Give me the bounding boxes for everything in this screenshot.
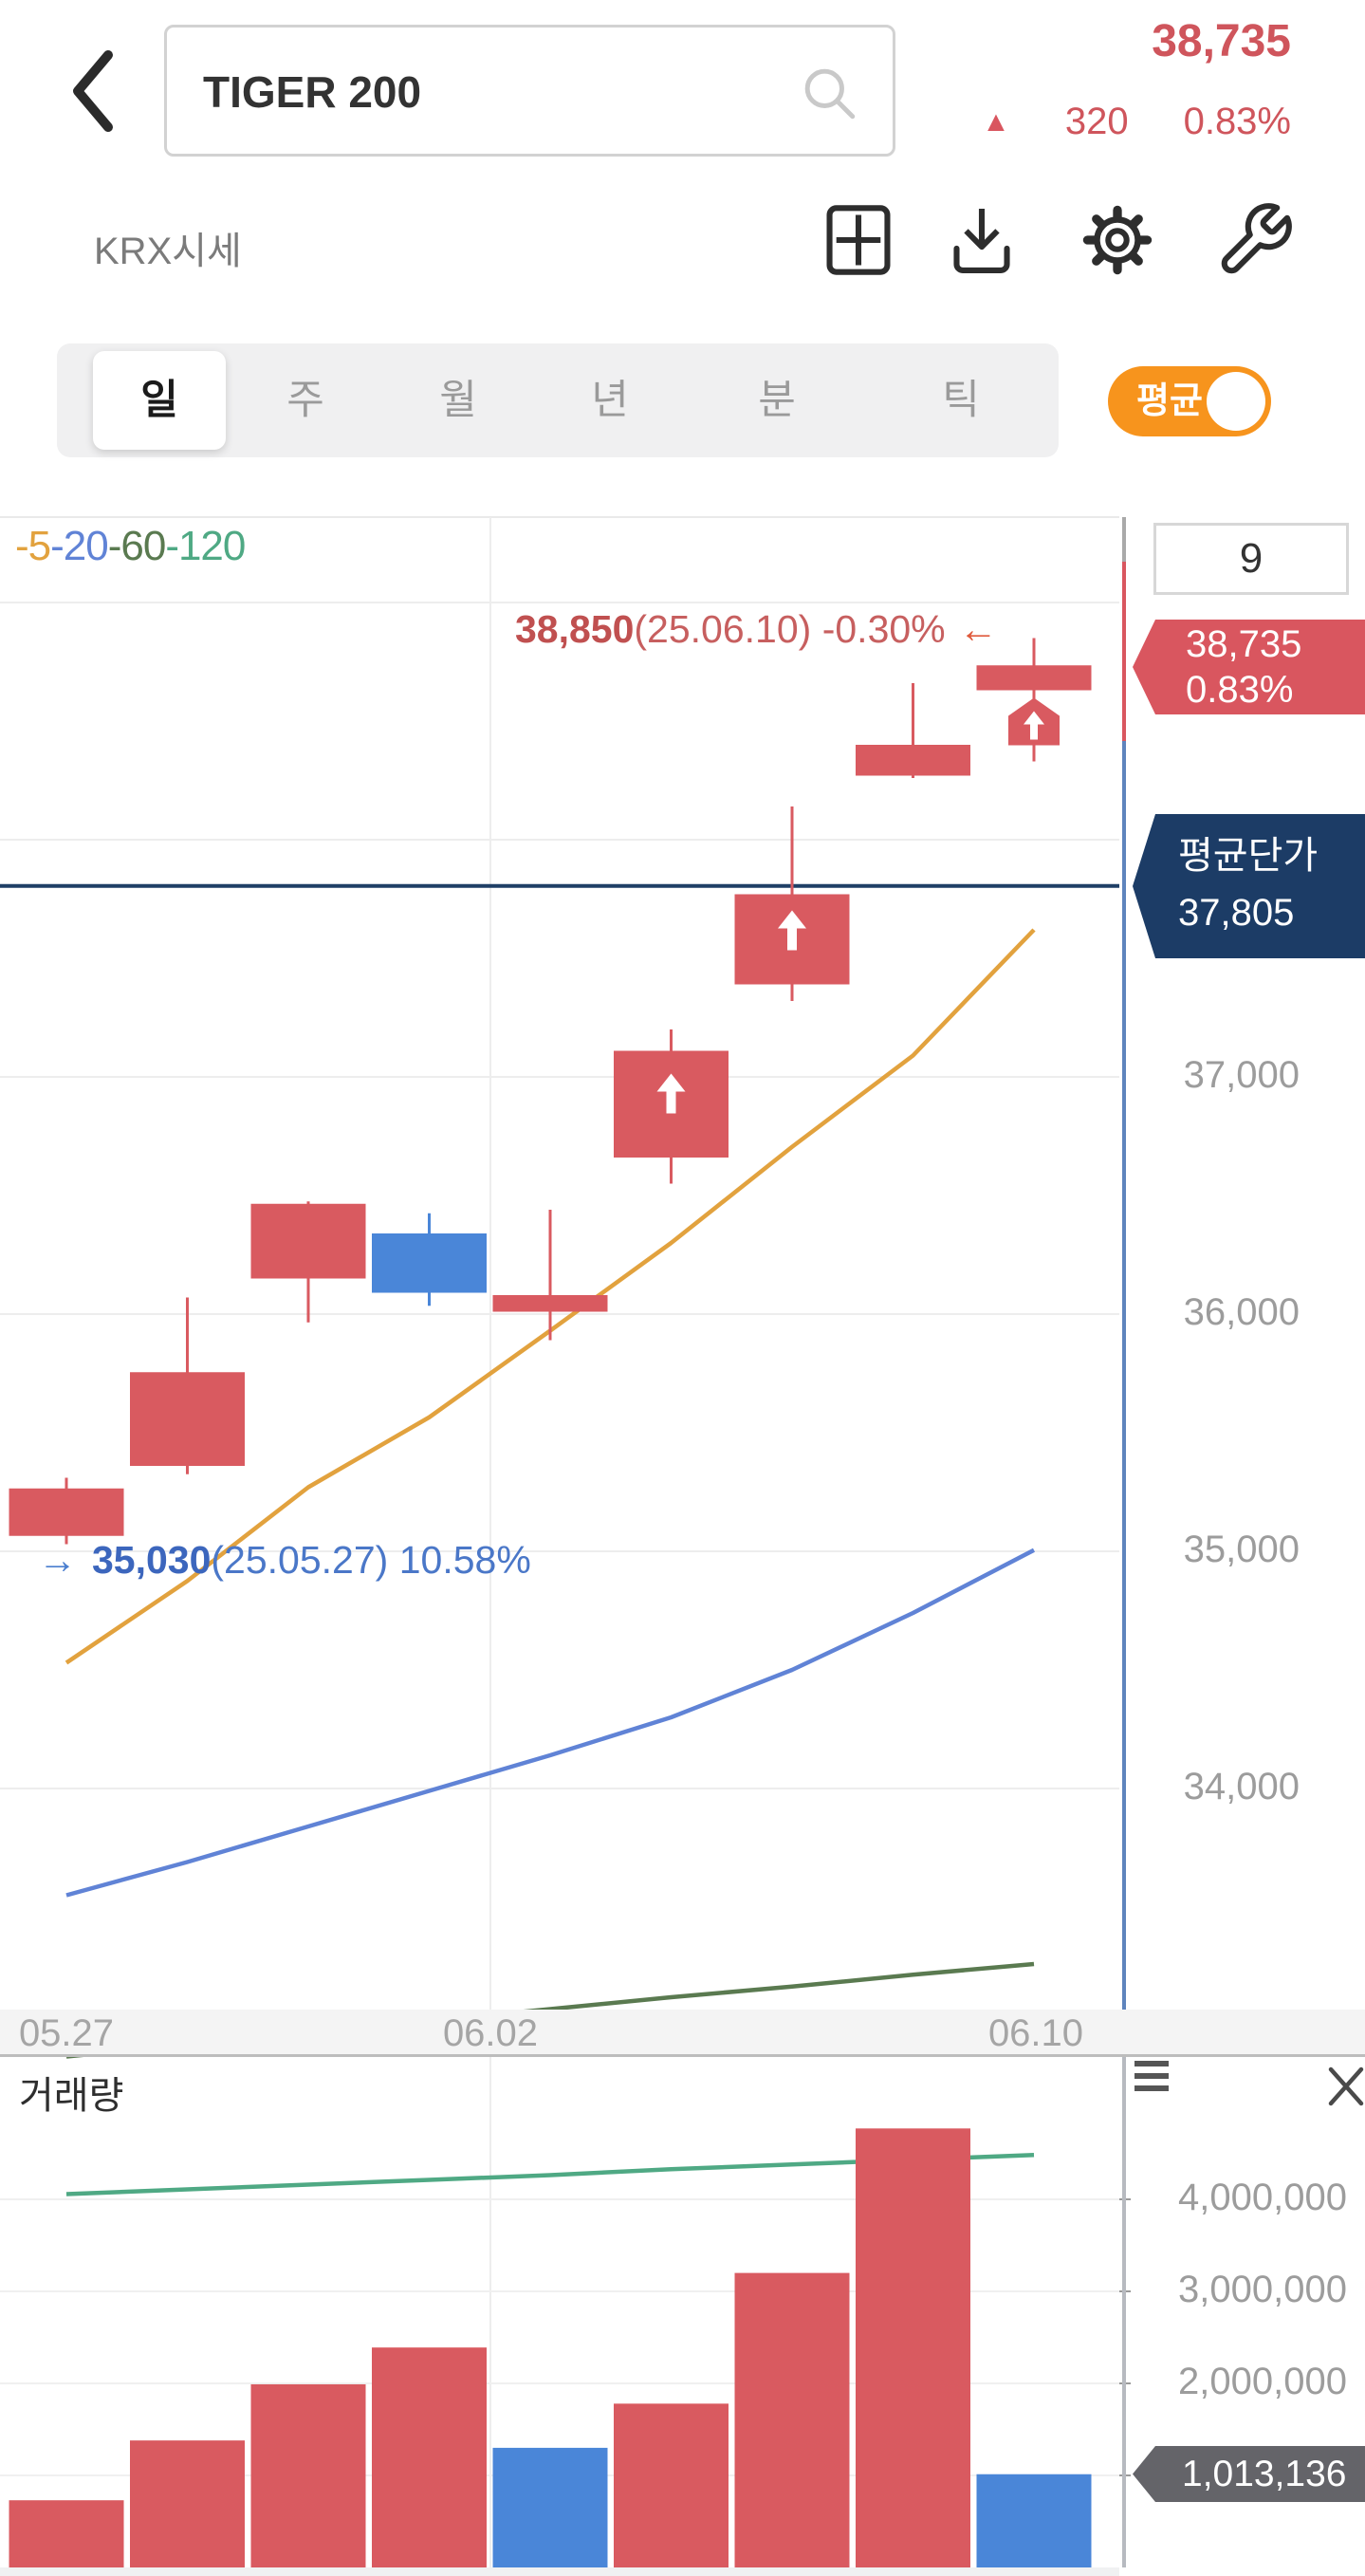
candle-body-05.28: [130, 1372, 245, 1466]
tab-minute[interactable]: 분: [758, 378, 796, 423]
candle-body-05.30: [372, 1233, 487, 1293]
volume-pane-title: 거래량: [19, 2075, 124, 2117]
candle-body-05.27: [9, 1488, 124, 1536]
volume-bar-05.27: [9, 2500, 124, 2576]
search-icon[interactable]: [798, 62, 860, 124]
date-axis-label: 06.02: [442, 2012, 539, 2054]
legend-ma-60: -60: [107, 523, 167, 569]
badge-pct: 0.83%: [1186, 669, 1294, 711]
volume-bar-06.09: [856, 2128, 970, 2576]
legend-ma-5: -5: [15, 523, 51, 569]
average-price-badge: 평균단가 37,805: [1133, 814, 1365, 958]
wrench-icon[interactable]: [1214, 199, 1296, 281]
lowest-pct: 10.58%: [398, 1538, 531, 1582]
volume-axis-tick: 2,000,000: [1178, 2361, 1347, 2402]
price-change-row: ▲ 320 0.83%: [982, 101, 1291, 143]
tab-tick[interactable]: 틱: [942, 378, 980, 423]
lowest-date: (25.05.27): [211, 1538, 389, 1582]
highest-pct: -0.30%: [821, 607, 946, 651]
search-box[interactable]: [164, 25, 895, 157]
toggle-knob[interactable]: [1207, 372, 1265, 431]
candle-body-05.29: [250, 1203, 366, 1279]
right-arrow-icon: →: [38, 1538, 77, 1582]
search-input[interactable]: [201, 28, 793, 156]
volume-bar-06.04: [614, 2403, 729, 2576]
volume-bar-06.05: [734, 2272, 850, 2576]
ma-legend: -5-20-60-120: [15, 523, 246, 570]
ma-20-line: [65, 1547, 1036, 1898]
average-toggle[interactable]: 평균: [1108, 366, 1271, 436]
current-volume-badge: 1,013,136: [1133, 2446, 1365, 2502]
tab-month[interactable]: 월: [439, 378, 477, 423]
left-arrow-icon: ←: [958, 607, 998, 651]
highest-price-annotation: 38,850(25.06.10) -0.30% ←: [515, 607, 998, 652]
menu-icon[interactable]: [1134, 2061, 1169, 2098]
active-tab-card: [93, 351, 226, 450]
price-axis-tick: 36,000: [1183, 1291, 1300, 1333]
gear-icon[interactable]: [1077, 199, 1158, 281]
volume-bar-06.10: [976, 2474, 1092, 2576]
up-triangle-icon: ▲: [982, 105, 1010, 138]
legend-ma-120: -120: [165, 523, 246, 569]
highest-date: (25.06.10): [634, 607, 812, 651]
date-axis-label: 05.27: [18, 2012, 115, 2054]
volume-bar-05.29: [250, 2383, 366, 2576]
market-source-label: KRX시세: [94, 231, 242, 272]
current-price: 38,735: [1152, 16, 1291, 66]
price-change-pct: 0.83%: [1183, 101, 1291, 142]
grid-plus-icon[interactable]: [818, 199, 899, 281]
buy-arrow-marker: [778, 910, 806, 951]
price-change: 320: [1064, 101, 1129, 142]
tab-day[interactable]: 일: [140, 378, 178, 423]
price-axis-tick: 37,000: [1183, 1054, 1300, 1096]
back-icon[interactable]: [66, 47, 123, 135]
price-axis-tick: 35,000: [1183, 1529, 1300, 1570]
volume-bar-05.28: [130, 2440, 245, 2576]
current-price-badge: 38,735 0.83%: [1133, 620, 1365, 714]
candle-count-box[interactable]: 9: [1153, 523, 1349, 595]
badge-price: 38,735: [1186, 623, 1302, 665]
candle-body-06.10: [976, 665, 1092, 691]
highest-price: 38,850: [515, 607, 635, 651]
date-axis-strip[interactable]: [0, 2010, 1365, 2057]
candle-body-06.09: [856, 745, 970, 776]
candle-body-06.02: [492, 1295, 608, 1312]
volume-bar-06.02: [492, 2447, 608, 2576]
volume-bar-05.30: [372, 2347, 487, 2576]
price-axis-tick: 34,000: [1183, 1766, 1300, 1807]
close-icon[interactable]: [1324, 2063, 1365, 2110]
average-toggle-label: 평균: [1136, 381, 1203, 421]
buy-arrow-marker: [656, 1073, 686, 1114]
tab-year[interactable]: 년: [591, 378, 629, 423]
volume-axis-tick: 3,000,000: [1178, 2269, 1347, 2310]
avg-badge-value: 37,805: [1178, 892, 1295, 934]
lowest-price: 35,030: [92, 1538, 212, 1582]
download-icon[interactable]: [941, 199, 1023, 281]
date-axis-label: 06.10: [987, 2012, 1084, 2054]
lowest-price-annotation: → 35,030(25.05.27) 10.58%: [38, 1538, 531, 1583]
volume-axis-tick: 4,000,000: [1178, 2177, 1347, 2218]
tab-week[interactable]: 주: [286, 378, 324, 423]
legend-ma-20: -20: [50, 523, 109, 569]
avg-badge-label: 평균단가: [1178, 835, 1319, 877]
